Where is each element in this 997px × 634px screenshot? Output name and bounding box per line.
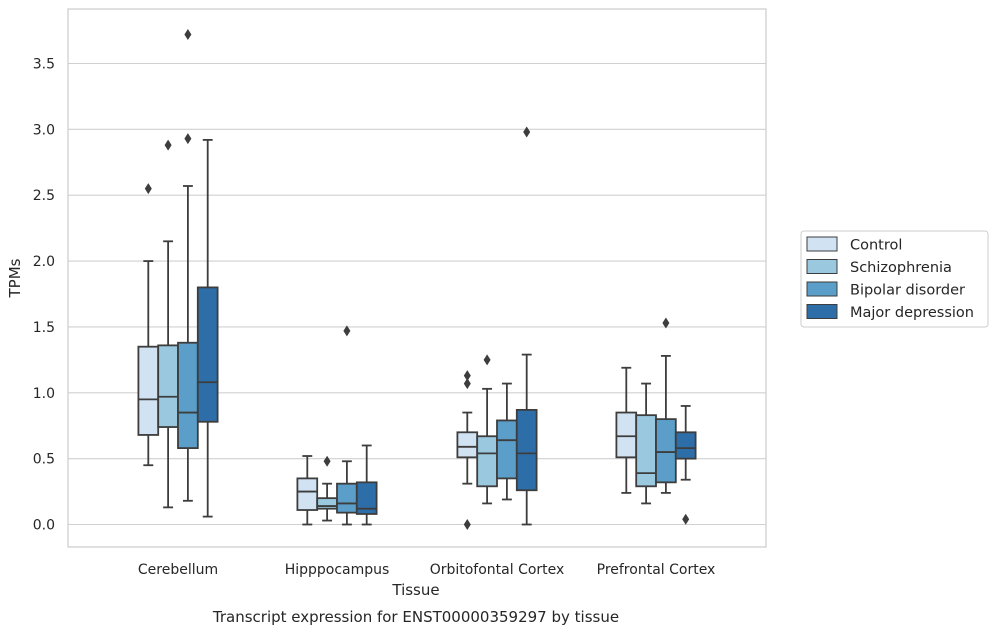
outlier-point (463, 370, 471, 382)
box-body (655, 418, 677, 484)
box-body (177, 341, 199, 450)
box-major-depression (196, 138, 219, 518)
legend-label: Bipolar disorder (850, 283, 965, 299)
chart-caption: Transcript expression for ENST0000035929… (212, 608, 619, 626)
outlier-point (523, 126, 531, 138)
outlier-point (184, 29, 192, 41)
box-body (196, 286, 219, 423)
legend-swatch (806, 259, 838, 274)
box-control (137, 183, 160, 467)
box-major-depression (674, 405, 697, 525)
box-major-depression (515, 126, 538, 526)
y-tick-label: 1.0 (33, 386, 55, 402)
box-body (157, 344, 179, 428)
outlier-point (343, 325, 351, 337)
legend-label: Major depression (850, 305, 974, 321)
outlier-point (184, 133, 192, 145)
outlier-point (323, 455, 331, 467)
y-tick-label: 3.0 (33, 122, 55, 138)
box-control (456, 370, 479, 530)
legend-label: Schizophrenia (850, 260, 952, 276)
outlier-point (483, 354, 491, 366)
box-body (336, 482, 358, 514)
box-body (615, 411, 638, 459)
box-body (137, 345, 160, 436)
boxes (137, 29, 697, 530)
y-axis-label: TPMs (6, 258, 24, 298)
x-tick-label: Prefrontal Cortex (597, 562, 716, 578)
outlier-point (463, 519, 471, 530)
y-tick-label: 2.5 (33, 188, 55, 204)
legend: Control Schizophrenia Bipolar disorder Majo… (800, 230, 989, 328)
y-axis-ticks: 0.0 0.5 1.0 1.5 2.0 2.5 3.0 3.5 (33, 57, 55, 534)
box-body (355, 481, 378, 515)
box-major-depression (355, 444, 378, 526)
x-tick-label: Cerebellum (138, 562, 218, 578)
x-tick-label: Orbitofontal Cortex (430, 562, 565, 578)
box-body (674, 431, 697, 460)
y-tick-label: 0.5 (33, 452, 55, 468)
legend-label: Control (850, 238, 902, 254)
outlier-point (463, 378, 471, 390)
plot-frame (67, 8, 767, 548)
legend-swatch (806, 281, 838, 297)
box-schizophrenia (157, 139, 179, 509)
x-axis-label: Tissue (391, 581, 439, 599)
box-body (496, 419, 518, 480)
box-body (635, 414, 657, 488)
x-tick-label: Hipppocampus (285, 562, 390, 578)
y-tick-label: 1.5 (33, 320, 55, 336)
y-tick-label: 0.0 (33, 518, 55, 534)
outlier-point (144, 183, 152, 195)
legend-swatch (806, 236, 838, 252)
outlier-point (682, 513, 690, 525)
box-body (515, 409, 538, 492)
legend-swatch (806, 304, 838, 319)
box-bipolar-disorder (655, 317, 677, 494)
box-bipolar-disorder (177, 29, 199, 502)
box-body (476, 435, 498, 488)
box-body (316, 497, 338, 510)
y-tick-label: 2.0 (33, 254, 55, 270)
outlier-point (662, 317, 670, 329)
legend-frame (800, 230, 989, 328)
box-control (296, 455, 319, 526)
x-axis-ticks: Cerebellum Hipppocampus Orbitofontal Corte… (138, 562, 715, 578)
box-schizophrenia (476, 354, 498, 505)
outlier-point (164, 139, 172, 151)
box-body (456, 431, 479, 459)
box-body (296, 477, 319, 511)
y-tick-label: 3.5 (33, 57, 55, 73)
